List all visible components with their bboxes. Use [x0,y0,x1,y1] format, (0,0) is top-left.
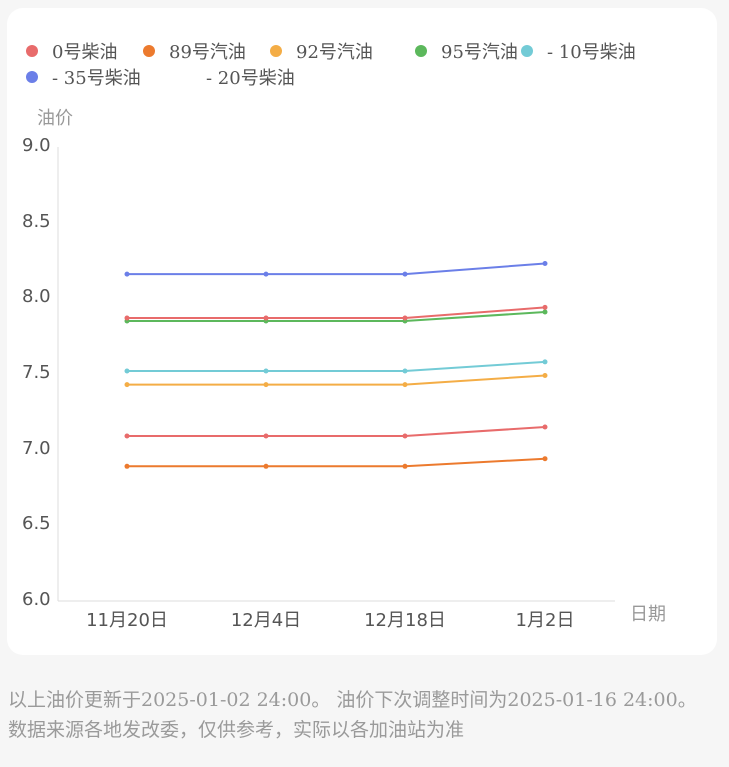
data-point[interactable] [124,271,130,277]
legend-label: 89号汽油 [169,42,246,63]
data-point[interactable] [263,463,269,469]
data-point[interactable] [402,433,408,439]
data-point[interactable] [402,271,408,277]
x-tick-label: 12月18日 [364,610,446,631]
y-tick-label: 6.5 [22,513,51,535]
footer-note: 以上油价更新于2025-01-02 24:00。 油价下次调整时间为2025-0… [8,689,697,741]
data-point[interactable] [542,304,548,310]
data-point[interactable] [124,315,130,321]
legend-item[interactable]: - 10号柴油 [521,38,636,64]
y-axis-label: 油价 [37,108,73,129]
data-point[interactable] [542,424,548,430]
legend-label: - 20号柴油 [206,68,295,89]
series-line-5 [127,262,546,276]
x-tick-label: 11月20日 [86,610,168,631]
data-point[interactable] [263,382,269,388]
legend-label: - 35号柴油 [52,68,141,89]
y-tick-label: 9.0 [22,135,51,156]
legend-item[interactable]: - 35号柴油 [26,64,141,90]
legend-marker-icon [143,45,155,57]
y-tick-label: 7.0 [22,437,51,459]
data-point[interactable] [263,433,269,439]
x-tick-label: 1月2日 [515,610,575,631]
legend-label: 92号汽油 [296,42,373,63]
data-point[interactable] [542,373,548,378]
data-point[interactable] [263,315,269,321]
x-axis-label: 日期 [630,604,666,625]
series-line-6 [127,306,546,319]
legend-label: 95号汽油 [441,42,518,63]
chart-card [7,8,717,655]
y-tick-label: 8.0 [22,286,51,308]
legend-item[interactable]: 89号汽油 [143,38,246,64]
data-point[interactable] [542,261,548,266]
data-point[interactable] [542,359,548,365]
data-point[interactable] [124,433,130,439]
y-tick-label: 7.5 [22,362,51,383]
y-tick-label: 6.0 [22,589,51,610]
legend-item[interactable]: 0号柴油 [26,38,117,64]
legend-item[interactable]: - 20号柴油 [180,64,295,90]
data-point[interactable] [402,382,408,388]
y-tick-label: 8.5 [22,210,51,232]
legend-marker-icon [415,45,427,57]
legend-marker-icon [26,45,38,57]
legend-item[interactable]: 92号汽油 [270,38,373,64]
series-line-1 [127,457,546,468]
data-point[interactable] [263,368,269,374]
series-line-4 [127,360,546,372]
data-point[interactable] [402,463,408,469]
legend-marker-icon [521,45,533,57]
data-point[interactable] [263,271,269,277]
data-point[interactable] [124,368,130,374]
legend-item[interactable]: 95号汽油 [415,38,518,64]
data-point[interactable] [124,463,130,469]
legend-label: - 10号柴油 [547,42,636,63]
data-point[interactable] [542,456,548,462]
series-line-3 [127,311,546,322]
data-point[interactable] [542,309,548,315]
data-point[interactable] [402,368,408,374]
series-line-0 [127,426,546,437]
data-point[interactable] [402,315,408,321]
series-line-2 [127,374,546,386]
legend-label: 0号柴油 [52,42,118,63]
x-tick-label: 12月4日 [230,610,302,631]
legend-marker-icon [270,45,282,57]
data-point[interactable] [124,382,130,388]
legend-marker-icon [26,71,38,83]
